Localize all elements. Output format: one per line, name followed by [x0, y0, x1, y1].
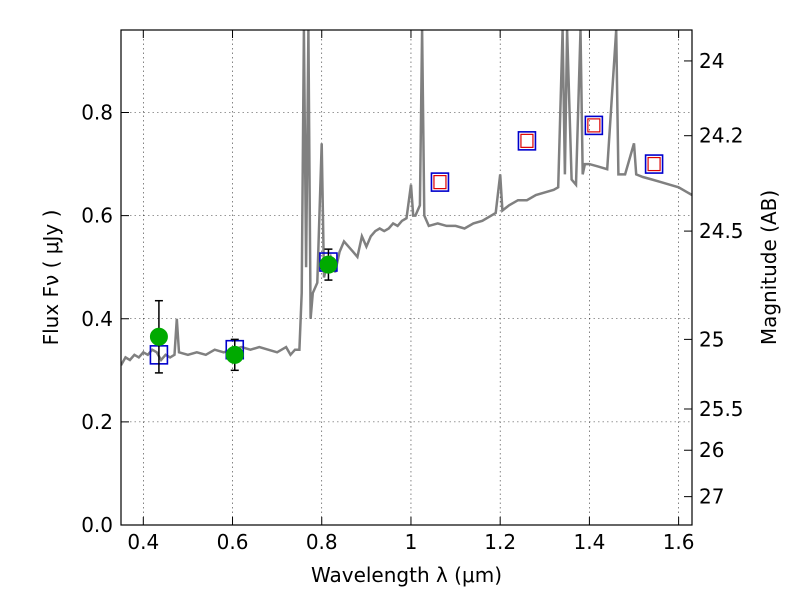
y-tick-label: 0.0: [81, 513, 113, 537]
model-photometry-inner-box: [647, 156, 661, 172]
x-axis-label: Wavelength λ (μm): [311, 563, 502, 587]
observed-point: [319, 255, 338, 274]
right-tick-label: 24.2: [699, 124, 744, 148]
x-tick-label: 1.2: [484, 530, 516, 554]
x-tick-label: 0.6: [217, 530, 249, 554]
x-tick-label: 1.6: [663, 530, 695, 554]
model-photometry-inner-box: [520, 133, 534, 148]
model-photometry-box: [644, 154, 664, 174]
model-photometry-box: [517, 131, 537, 151]
x-tick-label: 0.4: [127, 530, 159, 554]
ticks-layer: 0.4 0.6 0.8 1 1.2 1.4 1.6 0.0 0.2 0.4 0.6 0.8 24 24.2…: [81, 30, 744, 554]
y-tick-label: 0.6: [81, 204, 113, 228]
model-photometry-box: [584, 115, 604, 136]
right-tick-label: 25.5: [699, 397, 744, 421]
model-photometry-inner-box: [433, 175, 447, 190]
y-tick-label: 0.2: [81, 410, 113, 434]
plot-frame: [120, 29, 693, 526]
observed-point: [225, 345, 244, 364]
series-layer: [121, 30, 692, 374]
right-axis-label: Magnitude (AB): [757, 190, 781, 345]
grid-layer: [121, 30, 692, 525]
model-spectrum-line: [121, 30, 692, 366]
model-photometry-inner-box: [587, 118, 601, 133]
model-photometry-box: [430, 172, 450, 192]
right-tick-label: 24.5: [699, 219, 744, 243]
right-tick-label: 24: [699, 49, 724, 73]
x-tick-label: 1: [405, 530, 418, 554]
y-tick-label: 0.8: [81, 101, 113, 125]
right-tick-label: 27: [699, 485, 724, 509]
observed-point: [149, 327, 168, 346]
right-tick-label: 26: [699, 438, 724, 462]
right-tick-label: 25: [699, 327, 724, 351]
x-tick-label: 1.4: [573, 530, 605, 554]
y-axis-label: Flux Fν ( μJy ): [39, 210, 63, 346]
x-tick-label: 0.8: [306, 530, 338, 554]
y-tick-label: 0.4: [81, 307, 113, 331]
